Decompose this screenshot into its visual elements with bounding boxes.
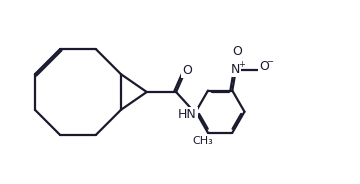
Text: CH₃: CH₃ — [192, 136, 213, 146]
Text: O: O — [233, 45, 243, 58]
Text: O: O — [259, 60, 269, 73]
Text: HN: HN — [178, 108, 197, 121]
Text: −: − — [266, 57, 273, 66]
Text: +: + — [239, 60, 246, 69]
Text: N: N — [231, 63, 240, 76]
Text: O: O — [182, 64, 192, 77]
